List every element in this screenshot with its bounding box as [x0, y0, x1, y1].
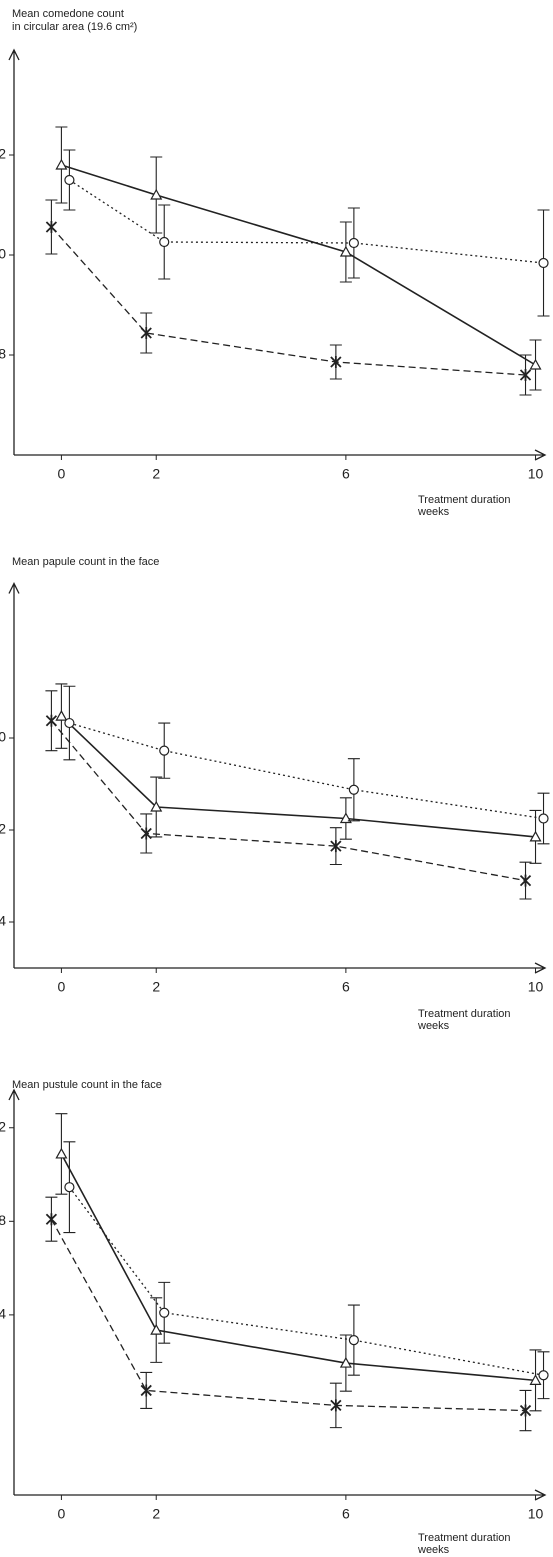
marker: [339, 1356, 352, 1368]
marker: [140, 827, 152, 840]
series-line: [50, 226, 526, 376]
marker: [64, 1182, 75, 1193]
marker: [538, 257, 549, 269]
marker: [348, 1335, 359, 1346]
x-axis: [14, 962, 547, 974]
x-tick-label: 6: [342, 979, 350, 995]
marker: [140, 327, 152, 339]
marker: [519, 874, 532, 887]
marker: [64, 717, 75, 729]
y-axis: [8, 1088, 20, 1495]
y-tick-label: 12: [0, 821, 6, 837]
series-line: [50, 720, 526, 882]
series-line: [60, 715, 536, 838]
y-tick-label: 8: [0, 346, 6, 362]
x-tick-label: 6: [342, 1506, 350, 1522]
marker: [45, 714, 58, 727]
x-tick-label: 0: [58, 1506, 66, 1522]
marker: [330, 356, 342, 368]
marker: [529, 358, 542, 370]
marker: [159, 745, 170, 756]
marker: [140, 1384, 152, 1397]
x-axis-label: Treatment duration: [418, 494, 511, 506]
x-axis-label: weeks: [417, 1544, 450, 1556]
x-tick-label: 2: [152, 979, 160, 995]
x-tick-label: 10: [528, 466, 544, 482]
x-axis: [14, 449, 547, 461]
x-axis-label: weeks: [417, 1020, 450, 1032]
series-line: [68, 1186, 544, 1376]
marker: [519, 369, 532, 381]
marker: [529, 830, 542, 842]
marker: [519, 1404, 532, 1417]
chart-title: in circular area (19.6 cm²): [12, 21, 137, 33]
marker: [45, 221, 58, 233]
marker: [538, 813, 549, 824]
chart-title: Mean papule count in the face: [12, 556, 159, 568]
marker: [529, 1374, 542, 1385]
marker: [348, 237, 359, 249]
x-axis-label: weeks: [417, 506, 450, 518]
marker: [330, 1399, 342, 1412]
x-axis: [14, 1489, 547, 1501]
chart-title: Mean pustule count in the face: [12, 1079, 162, 1091]
y-tick-label: 12: [0, 146, 6, 162]
y-tick-label: 4: [0, 1306, 6, 1322]
x-tick-label: 0: [58, 466, 66, 482]
y-tick-label: 20: [0, 729, 6, 745]
marker: [159, 1307, 170, 1318]
marker: [348, 784, 359, 795]
x-tick-label: 2: [152, 466, 160, 482]
marker: [150, 1323, 163, 1335]
marker: [45, 1213, 58, 1226]
marker: [55, 158, 68, 170]
marker: [55, 1147, 68, 1159]
chart-title: Mean comedone count: [12, 8, 124, 20]
x-tick-label: 0: [58, 979, 66, 995]
y-tick-label: 4: [0, 913, 6, 929]
y-tick-label: 10: [0, 246, 6, 262]
marker: [150, 800, 163, 812]
marker: [64, 174, 75, 186]
y-tick-label: 8: [0, 1212, 6, 1228]
x-axis-label: Treatment duration: [418, 1008, 511, 1020]
x-tick-label: 6: [342, 466, 350, 482]
marker: [159, 236, 170, 248]
x-axis-label: Treatment duration: [418, 1532, 511, 1544]
marker: [339, 245, 352, 257]
marker: [55, 709, 68, 721]
marker: [150, 188, 163, 200]
x-tick-label: 2: [152, 1506, 160, 1522]
y-axis: [8, 582, 20, 968]
x-tick-label: 10: [528, 1506, 544, 1522]
marker: [330, 840, 342, 853]
series-line: [69, 722, 544, 820]
series-line: [60, 1153, 536, 1382]
series-line: [50, 1218, 526, 1412]
marker: [538, 1370, 549, 1381]
y-tick-label: 12: [0, 1118, 6, 1134]
series-line: [61, 164, 536, 366]
series-line: [69, 179, 544, 264]
x-tick-label: 10: [528, 979, 544, 995]
y-axis: [8, 48, 20, 455]
